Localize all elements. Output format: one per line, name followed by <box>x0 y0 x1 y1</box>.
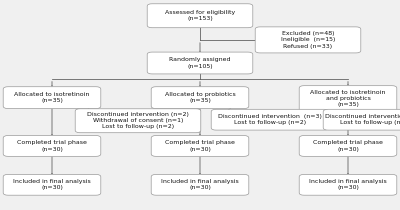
FancyBboxPatch shape <box>3 174 101 195</box>
Text: Assessed for eligibility
(n=153): Assessed for eligibility (n=153) <box>165 10 235 21</box>
Text: Discontinued intervention (n=2)
Lost to follow-up (n=3): Discontinued intervention (n=2) Lost to … <box>325 114 400 125</box>
FancyBboxPatch shape <box>151 174 249 195</box>
Text: Excluded (n=48)
Ineligible  (n=15)
Refused (n=33): Excluded (n=48) Ineligible (n=15) Refuse… <box>281 31 335 49</box>
Text: Allocated to isotretinoin
and probiotics
(n=35): Allocated to isotretinoin and probiotics… <box>310 90 386 107</box>
FancyBboxPatch shape <box>299 136 397 156</box>
Text: Allocated to isotretinoin
(n=35): Allocated to isotretinoin (n=35) <box>14 92 90 103</box>
FancyBboxPatch shape <box>151 87 249 109</box>
Text: Completed trial phase
(n=30): Completed trial phase (n=30) <box>17 140 87 152</box>
FancyBboxPatch shape <box>3 87 101 109</box>
FancyBboxPatch shape <box>75 109 201 133</box>
FancyBboxPatch shape <box>255 27 361 53</box>
FancyBboxPatch shape <box>299 86 397 112</box>
FancyBboxPatch shape <box>151 136 249 156</box>
Text: Allocated to probiotics
(n=35): Allocated to probiotics (n=35) <box>165 92 235 103</box>
FancyBboxPatch shape <box>147 52 253 74</box>
FancyBboxPatch shape <box>3 136 101 156</box>
Text: Discontinued intervention (n=2)
Withdrawal of consent (n=1)
Lost to follow-up (n: Discontinued intervention (n=2) Withdraw… <box>87 112 189 129</box>
Text: Included in final analysis
(n=30): Included in final analysis (n=30) <box>13 179 91 190</box>
FancyBboxPatch shape <box>211 109 329 130</box>
Text: Completed trial phase
(n=30): Completed trial phase (n=30) <box>165 140 235 152</box>
Text: Completed trial phase
(n=30): Completed trial phase (n=30) <box>313 140 383 152</box>
Text: Included in final analysis
(n=30): Included in final analysis (n=30) <box>309 179 387 190</box>
Text: Discontinued intervention  (n=3)
Lost to follow-up (n=2): Discontinued intervention (n=3) Lost to … <box>218 114 322 125</box>
Text: Randomly assigned
(n=105): Randomly assigned (n=105) <box>169 57 231 69</box>
FancyBboxPatch shape <box>299 174 397 195</box>
FancyBboxPatch shape <box>147 4 253 28</box>
FancyBboxPatch shape <box>323 109 400 130</box>
Text: Included in final analysis
(n=30): Included in final analysis (n=30) <box>161 179 239 190</box>
